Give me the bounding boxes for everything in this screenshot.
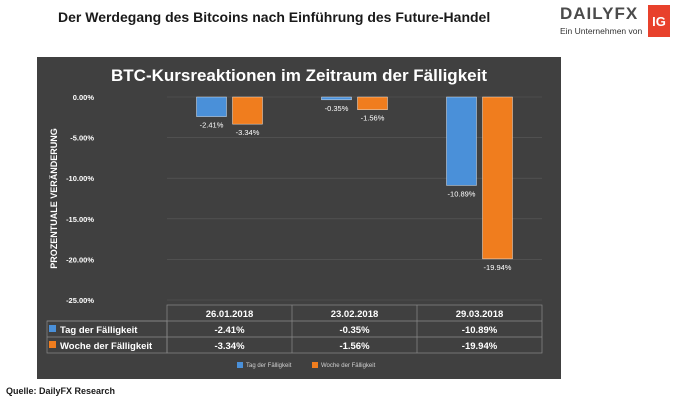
y-tick-label: 0.00% [73,93,95,102]
table-cell: -2.41% [214,325,245,336]
y-tick-label: -15.00% [66,215,94,224]
bar [321,96,352,101]
table-cell: -0.35% [339,325,370,336]
y-tick-label: -20.00% [66,255,94,264]
bar [482,96,513,260]
bar [357,96,388,110]
table-cell: -19.94% [462,341,498,352]
y-axis-label: PROZENTUALE VERÄNDERUNG [49,128,59,269]
ig-badge: IG [648,5,670,37]
table-category-header: 29.03.2018 [456,309,504,320]
source-note: Quelle: DailyFX Research [6,386,116,396]
table-series-name: Tag der Fälligkeit [60,325,138,336]
legend-label: Tag der Fälligkeit [246,363,292,369]
legend-swatch [237,362,243,368]
bar [196,96,227,117]
table-category-header: 23.02.2018 [331,309,379,320]
logo-brand: DAILYFX [560,4,639,23]
data-label: -1.56% [361,114,385,123]
data-label: -19.94% [484,263,512,272]
table-legend-key [49,341,56,348]
page-title: Der Werdegang des Bitcoins nach Einführu… [58,9,491,25]
table-cell: -3.34% [214,341,245,352]
btc-chart: BTC-Kursreaktionen im Zeitraum der Fälli… [46,66,543,369]
y-tick-label: -10.00% [66,174,94,183]
logo-tagline: Ein Unternehmen von [560,26,643,36]
chart-panel: BTC-Kursreaktionen im Zeitraum der Fälli… [37,57,561,379]
data-label: -10.89% [448,189,476,198]
dailyfx-logo: DAILYFX Ein Unternehmen von IG [560,4,670,40]
bar [446,96,477,186]
legend-label: Woche der Fälligkeit [321,363,376,369]
y-tick-label: -5.00% [70,134,94,143]
legend-swatch [312,362,318,368]
chart-title: BTC-Kursreaktionen im Zeitraum der Fälli… [111,66,487,85]
y-tick-label: -25.00% [66,296,94,305]
table-category-header: 26.01.2018 [206,309,254,320]
table-cell: -1.56% [339,341,370,352]
table-series-name: Woche der Fälligkeit [60,341,153,352]
data-label: -2.41% [200,121,224,130]
table-cell: -10.89% [462,325,498,336]
data-label: -0.35% [325,104,349,113]
table-legend-key [49,325,56,332]
bar [232,96,263,125]
data-label: -3.34% [236,128,260,137]
